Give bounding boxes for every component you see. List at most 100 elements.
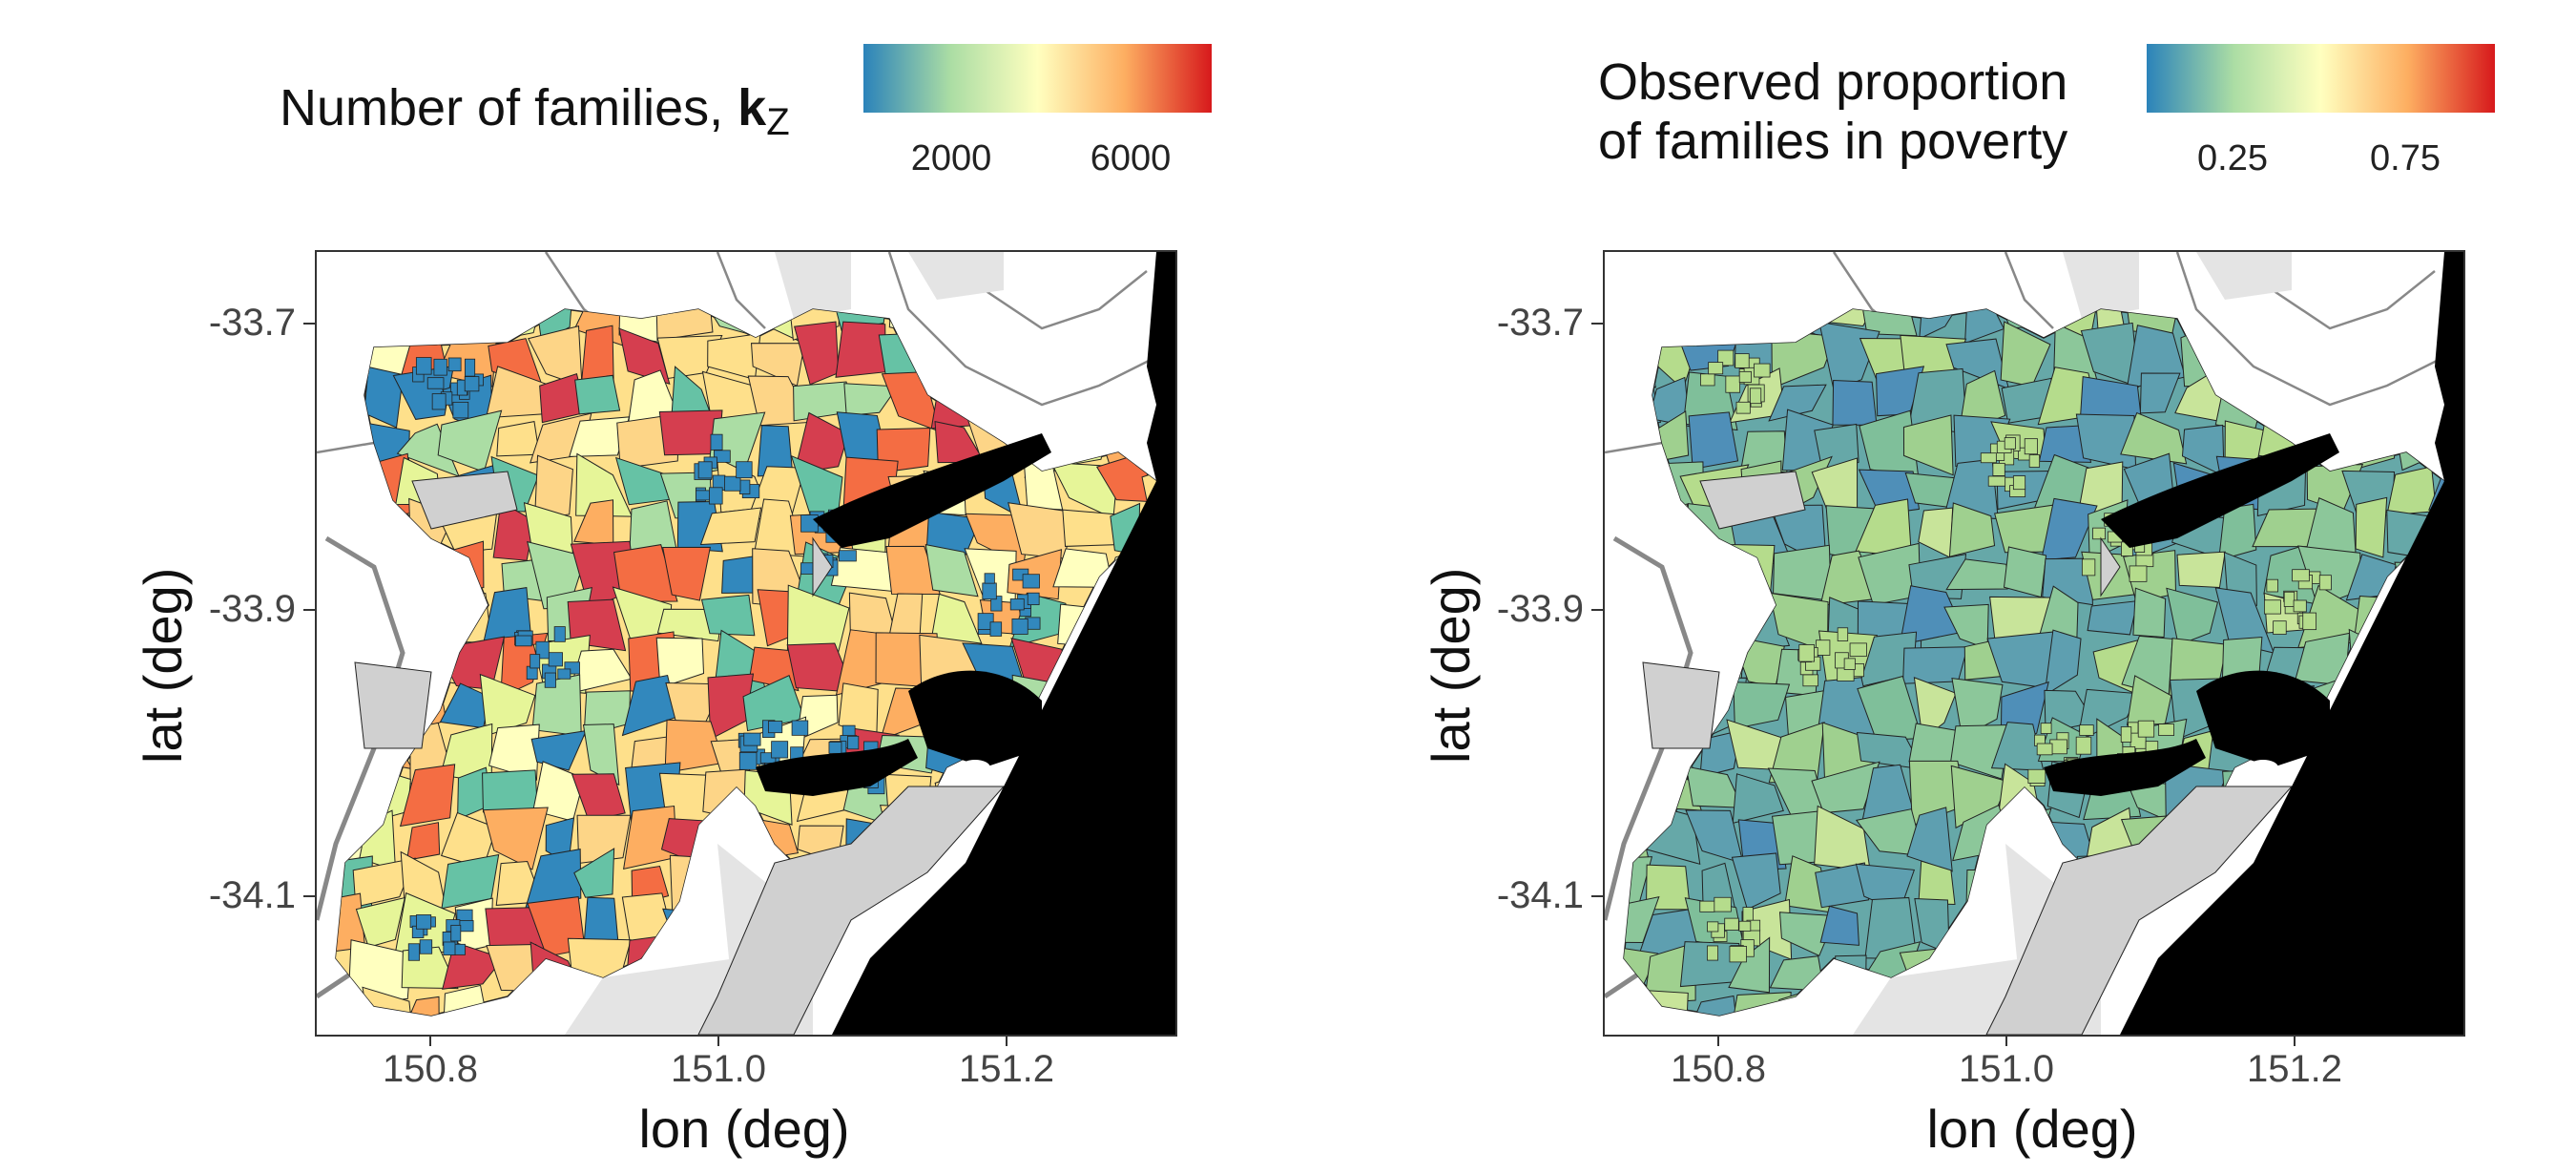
region-polygon [1680, 995, 1738, 1016]
small-region [452, 401, 469, 419]
x-tick-mark [2294, 1035, 2296, 1046]
region-polygon [1945, 558, 2008, 591]
park-region [411, 471, 518, 530]
small-region [2302, 612, 2317, 631]
x-tick-mark [717, 1035, 719, 1046]
y-tick-mark [303, 323, 315, 325]
x-tick-label: 151.0 [1958, 1048, 2055, 1090]
region-polygon [1733, 681, 1791, 729]
small-region [2040, 723, 2052, 734]
small-region [736, 461, 753, 479]
small-region [2036, 743, 2053, 756]
region-polygon [835, 321, 886, 378]
small-region [2273, 620, 2287, 635]
region-polygon [618, 327, 671, 385]
small-region [419, 939, 433, 954]
legend-title-line1: Observed proportion [1598, 53, 2068, 111]
region-polygon [574, 374, 621, 415]
region-polygon [1811, 761, 1880, 814]
region-polygon [1832, 380, 1878, 426]
small-region [433, 358, 447, 376]
small-region [1009, 598, 1025, 611]
x-tick-label: 150.8 [382, 1048, 479, 1090]
small-region [1011, 618, 1028, 635]
region-polygon [533, 454, 573, 521]
region-polygon [1819, 905, 1859, 946]
small-region [1802, 674, 1819, 687]
region-polygon [2176, 551, 2226, 589]
small-region [2293, 599, 2307, 613]
georges-river [2044, 739, 2206, 796]
region-polygon [569, 416, 631, 457]
road-line [2272, 270, 2436, 330]
road-line [2004, 252, 2054, 329]
region-polygon [1902, 414, 1954, 476]
park-region [812, 536, 833, 597]
panel-poverty-proportion: Observed proportion of families in pover… [1288, 0, 2576, 1174]
small-region [1714, 896, 1732, 912]
small-region [1724, 917, 1739, 931]
region-polygon [833, 309, 890, 332]
small-region [1022, 574, 1040, 589]
colorbar-families [863, 44, 1212, 113]
y-tick-label: -33.9 [1496, 588, 1584, 630]
region-polygon [793, 411, 849, 474]
small-region [724, 475, 741, 492]
region-polygon [2087, 600, 2139, 636]
region-polygon [1902, 646, 1968, 684]
region-polygon [1728, 936, 1771, 994]
y-tick-label: -34.1 [208, 874, 296, 916]
colorbar-tick-6000: 6000 [1090, 138, 1172, 178]
small-region [557, 668, 571, 680]
harbour [813, 433, 1051, 548]
small-region [1729, 946, 1747, 963]
region-polygon [364, 366, 405, 429]
region-polygon [1815, 862, 1870, 909]
harbour [2101, 433, 2339, 548]
map-families [315, 250, 1177, 1037]
region-polygon [655, 309, 714, 341]
small-region [1749, 388, 1762, 405]
small-region [791, 720, 809, 736]
small-region [738, 479, 751, 494]
region-polygon [662, 546, 712, 601]
small-region [847, 735, 860, 750]
legend-title-subscript: Z [766, 101, 790, 143]
x-tick-label: 151.0 [670, 1048, 767, 1090]
small-region [450, 924, 462, 942]
legend-title-line2: of families in poverty [1598, 113, 2068, 170]
region-polygon [1918, 860, 1956, 906]
ocean [832, 252, 1175, 1035]
small-region [2137, 720, 2155, 738]
small-region [1700, 373, 1715, 387]
small-region [1798, 644, 1815, 662]
region-polygon [2080, 322, 2140, 388]
panel-number-of-families: Number of families, kZ 2000 6000 -33.7 -… [133, 44, 1212, 1159]
small-region [1992, 462, 2005, 476]
small-region [443, 941, 456, 955]
x-tick-label: 150.8 [1670, 1048, 1767, 1090]
small-region [1735, 353, 1750, 368]
region-polygon [1731, 852, 1781, 911]
region-polygon [1913, 677, 1957, 741]
region-polygon [655, 637, 705, 689]
region-polygon [1062, 509, 1118, 547]
small-region [2024, 438, 2038, 455]
small-region [2012, 475, 2026, 491]
small-region [984, 573, 995, 584]
small-region [2004, 437, 2016, 450]
region-polygon [531, 674, 582, 737]
road-line [984, 270, 1148, 330]
small-region [544, 672, 556, 688]
small-region [989, 621, 1003, 637]
small-region [2264, 599, 2281, 615]
x-tick-mark [2005, 1035, 2007, 1046]
x-tick-mark [1006, 1035, 1008, 1046]
region-polygon [525, 848, 582, 909]
region-polygon [1768, 384, 1827, 422]
small-region [800, 514, 819, 533]
park-region [354, 661, 432, 749]
x-tick-mark [429, 1035, 431, 1046]
region-polygon [488, 723, 540, 781]
x-tick-label: 151.2 [958, 1048, 1055, 1090]
